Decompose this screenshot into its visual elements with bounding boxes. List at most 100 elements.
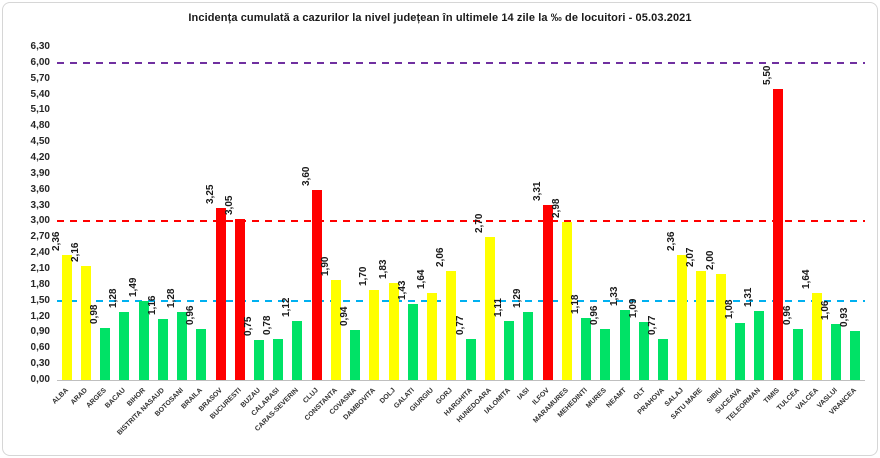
bar-value-label: 1,28 xyxy=(166,288,178,309)
y-axis-tick-label: 1,20 xyxy=(30,310,50,322)
bar-value-label: 3,05 xyxy=(223,195,235,215)
bar-value-label: 0,98 xyxy=(89,304,101,325)
bar xyxy=(350,330,361,380)
bar xyxy=(831,323,842,380)
bar xyxy=(388,283,399,380)
bar xyxy=(504,321,515,380)
bar-value-label: 2,00 xyxy=(704,250,716,271)
bar-value-label: 3,31 xyxy=(531,181,543,202)
bar xyxy=(119,312,130,380)
y-axis-tick-label: 4,20 xyxy=(30,152,50,163)
bar-value-label: 2,98 xyxy=(550,199,562,219)
y-axis-tick-label: 3,00 xyxy=(30,215,50,227)
bar-value-label: 1,09 xyxy=(627,298,639,319)
bar-value-label: 0,96 xyxy=(781,305,793,326)
bar xyxy=(850,330,861,380)
y-axis-tick-label: 4,80 xyxy=(30,120,50,132)
y-axis-tick-label: 0,00 xyxy=(30,374,50,385)
bar xyxy=(311,189,322,380)
y-axis-tick-label: 4,50 xyxy=(30,136,50,148)
bar-value-label: 1,08 xyxy=(723,299,735,319)
bar xyxy=(427,293,438,380)
bar-value-label: 1,18 xyxy=(570,294,582,314)
bar xyxy=(177,312,188,380)
bar xyxy=(100,328,111,380)
bar-value-label: 1,06 xyxy=(820,300,832,320)
bar xyxy=(658,339,668,380)
bar xyxy=(581,317,592,380)
bar-value-label: 1,83 xyxy=(377,259,389,280)
y-axis-tick-label: 1,50 xyxy=(30,294,50,306)
bar-value-label: 1,33 xyxy=(608,286,620,306)
y-axis-tick-label: 2,10 xyxy=(30,263,50,274)
bar xyxy=(523,311,534,380)
bar-value-label: 2,07 xyxy=(685,247,697,267)
bar-value-label: 1,90 xyxy=(319,256,331,276)
bar xyxy=(446,271,457,380)
threshold-line-alert-limit-6-00 xyxy=(57,61,865,64)
y-axis-tick-label: 1,80 xyxy=(30,278,50,290)
bar-value-label: 1,49 xyxy=(127,277,139,298)
bar xyxy=(715,274,726,380)
x-axis-line xyxy=(57,380,865,381)
bar xyxy=(407,304,418,380)
y-axis-tick-label: 5,10 xyxy=(30,104,50,116)
bar xyxy=(273,338,284,380)
bar-value-label: 3,60 xyxy=(300,166,312,186)
bar-value-label: 2,06 xyxy=(435,247,447,268)
threshold-line-alert-limit-3-00 xyxy=(57,220,865,223)
bar-value-label: 0,96 xyxy=(589,305,601,326)
chart-title: Incidența cumulată a cazurilor la nivel … xyxy=(188,12,692,24)
y-axis-tick-label: 3,90 xyxy=(30,167,50,179)
bar xyxy=(138,301,149,380)
y-axis-tick-label: 2,70 xyxy=(30,231,50,243)
bar-value-label: 0,93 xyxy=(839,307,851,327)
bar xyxy=(196,329,207,380)
bar xyxy=(80,265,91,380)
threshold-line-alert-limit-1-50 xyxy=(57,299,865,302)
bar-value-label: 0,96 xyxy=(185,305,197,326)
bar-value-label: 0,94 xyxy=(339,306,351,327)
bar-value-label: 2,36 xyxy=(666,231,678,252)
bar xyxy=(638,322,649,380)
y-axis-tick-label: 2,40 xyxy=(30,247,50,259)
bar-value-label: 1,16 xyxy=(146,295,158,315)
y-axis-tick-label: 3,60 xyxy=(30,183,50,195)
bar xyxy=(734,322,745,380)
bar xyxy=(696,270,707,380)
bar xyxy=(215,208,226,380)
y-axis-tick-label: 0,90 xyxy=(30,326,50,338)
bar xyxy=(677,255,688,380)
y-axis-tick-label: 0,60 xyxy=(30,342,50,354)
bar xyxy=(330,279,341,380)
bar xyxy=(792,329,803,380)
bar xyxy=(754,310,765,380)
bar xyxy=(465,339,476,380)
bar-value-label: 1,28 xyxy=(108,288,120,309)
bar-value-label: 1,12 xyxy=(281,297,293,317)
y-axis-tick-label: 6,30 xyxy=(30,41,50,52)
y-axis-tick-label: 3,30 xyxy=(30,199,50,211)
bar-value-label: 2,70 xyxy=(473,213,485,234)
bar-value-label: 1,31 xyxy=(743,287,755,307)
bar xyxy=(542,205,553,380)
y-axis-tick-label: 5,40 xyxy=(30,88,50,100)
bar-value-label: 3,25 xyxy=(204,184,216,205)
bar xyxy=(254,340,264,380)
bar xyxy=(292,320,303,380)
bar-value-label: 1,11 xyxy=(493,298,505,318)
bar-value-label: 2,36 xyxy=(50,231,62,252)
y-axis-tick-label: 6,00 xyxy=(30,56,50,68)
bar xyxy=(773,89,784,380)
bar-value-label: 1,29 xyxy=(512,288,524,308)
y-axis-tick-label: 0,30 xyxy=(30,358,50,370)
bar-value-label: 0,77 xyxy=(454,315,466,336)
bar xyxy=(811,293,822,380)
bar-value-label: 0,77 xyxy=(647,315,658,336)
bar xyxy=(234,218,245,380)
bar-value-label: 1,70 xyxy=(358,266,370,287)
bar xyxy=(369,290,380,380)
bar xyxy=(619,309,630,380)
